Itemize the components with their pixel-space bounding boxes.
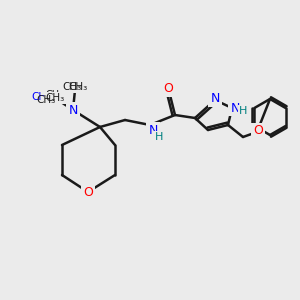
Text: O: O xyxy=(83,187,93,200)
Text: O: O xyxy=(163,82,173,94)
Text: O: O xyxy=(253,124,263,137)
Text: H: H xyxy=(239,106,247,116)
Text: N: N xyxy=(230,101,240,115)
Text: N: N xyxy=(68,103,78,116)
Text: N: N xyxy=(68,103,78,116)
Text: CH₃: CH₃ xyxy=(36,95,56,105)
Text: H: H xyxy=(239,106,247,116)
Text: CH₃: CH₃ xyxy=(68,82,88,92)
Text: CH₃: CH₃ xyxy=(45,93,64,103)
Text: O: O xyxy=(253,124,263,137)
Text: O: O xyxy=(163,82,173,95)
Text: N: N xyxy=(210,92,220,106)
Text: H: H xyxy=(155,132,163,142)
Text: H: H xyxy=(155,132,163,142)
Text: O: O xyxy=(83,187,93,200)
Text: CH₃: CH₃ xyxy=(62,82,82,92)
Text: CH₃: CH₃ xyxy=(32,92,51,102)
Text: N: N xyxy=(148,124,158,136)
Text: N: N xyxy=(210,92,220,106)
Text: N: N xyxy=(230,101,240,115)
Text: CH₃: CH₃ xyxy=(46,90,64,100)
Text: N: N xyxy=(148,124,158,136)
